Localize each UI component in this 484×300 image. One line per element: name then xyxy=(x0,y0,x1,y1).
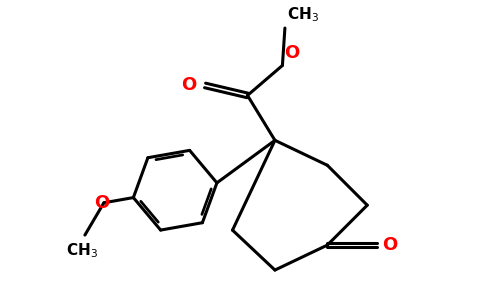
Text: CH$_3$: CH$_3$ xyxy=(287,5,319,24)
Text: CH$_3$: CH$_3$ xyxy=(66,241,98,260)
Text: O: O xyxy=(284,44,299,62)
Text: O: O xyxy=(382,236,397,254)
Text: O: O xyxy=(94,194,109,212)
Text: O: O xyxy=(181,76,196,94)
